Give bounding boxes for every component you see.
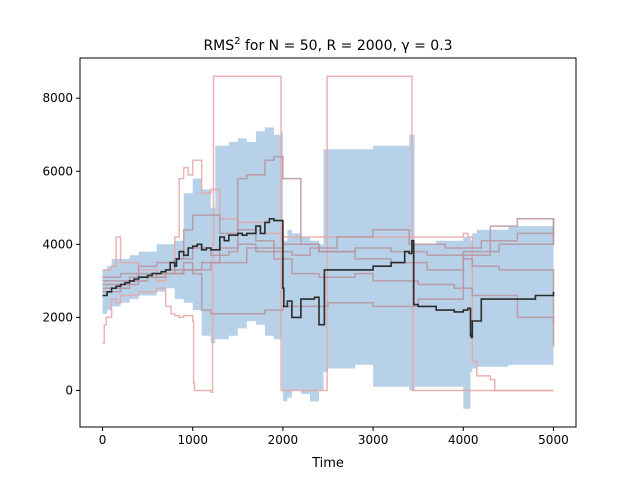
trace-line-1 [102, 75, 554, 394]
y-tick-label: 8000 [42, 91, 73, 105]
y-tick-label: 2000 [42, 310, 73, 324]
x-tick-label: 3000 [358, 433, 389, 447]
trace-line-2 [102, 159, 554, 392]
x-tick-label: 4000 [448, 433, 479, 447]
mean-layer [102, 218, 555, 339]
mean-line [102, 218, 555, 339]
x-tick-label: 1000 [177, 433, 208, 447]
trace-line-7 [102, 229, 555, 282]
x-tick-label: 2000 [268, 433, 299, 447]
chart-title-sup: 2 [234, 36, 240, 47]
band-layer [102, 127, 554, 409]
y-axis: 0 2000 4000 6000 8000 [42, 91, 80, 397]
chart-title: RMS2 for N = 50, R = 2000, γ = 0.3 [203, 36, 452, 54]
x-tick-label: 5000 [538, 433, 569, 447]
y-tick-label: 6000 [42, 164, 73, 178]
y-tick-label: 4000 [42, 237, 73, 251]
chart-title-main: RMS [203, 38, 234, 54]
x-axis: 0 1000 2000 3000 4000 5000 [99, 427, 569, 447]
y-tick-label: 0 [65, 383, 73, 397]
plot-frame [79, 57, 577, 428]
trace-layer [102, 75, 555, 394]
uncertainty-band [102, 127, 554, 409]
x-tick-label: 0 [99, 433, 107, 447]
x-axis-label: Time [311, 456, 344, 471]
chart-title-rest: for N = 50, R = 2000, γ = 0.3 [241, 38, 453, 54]
